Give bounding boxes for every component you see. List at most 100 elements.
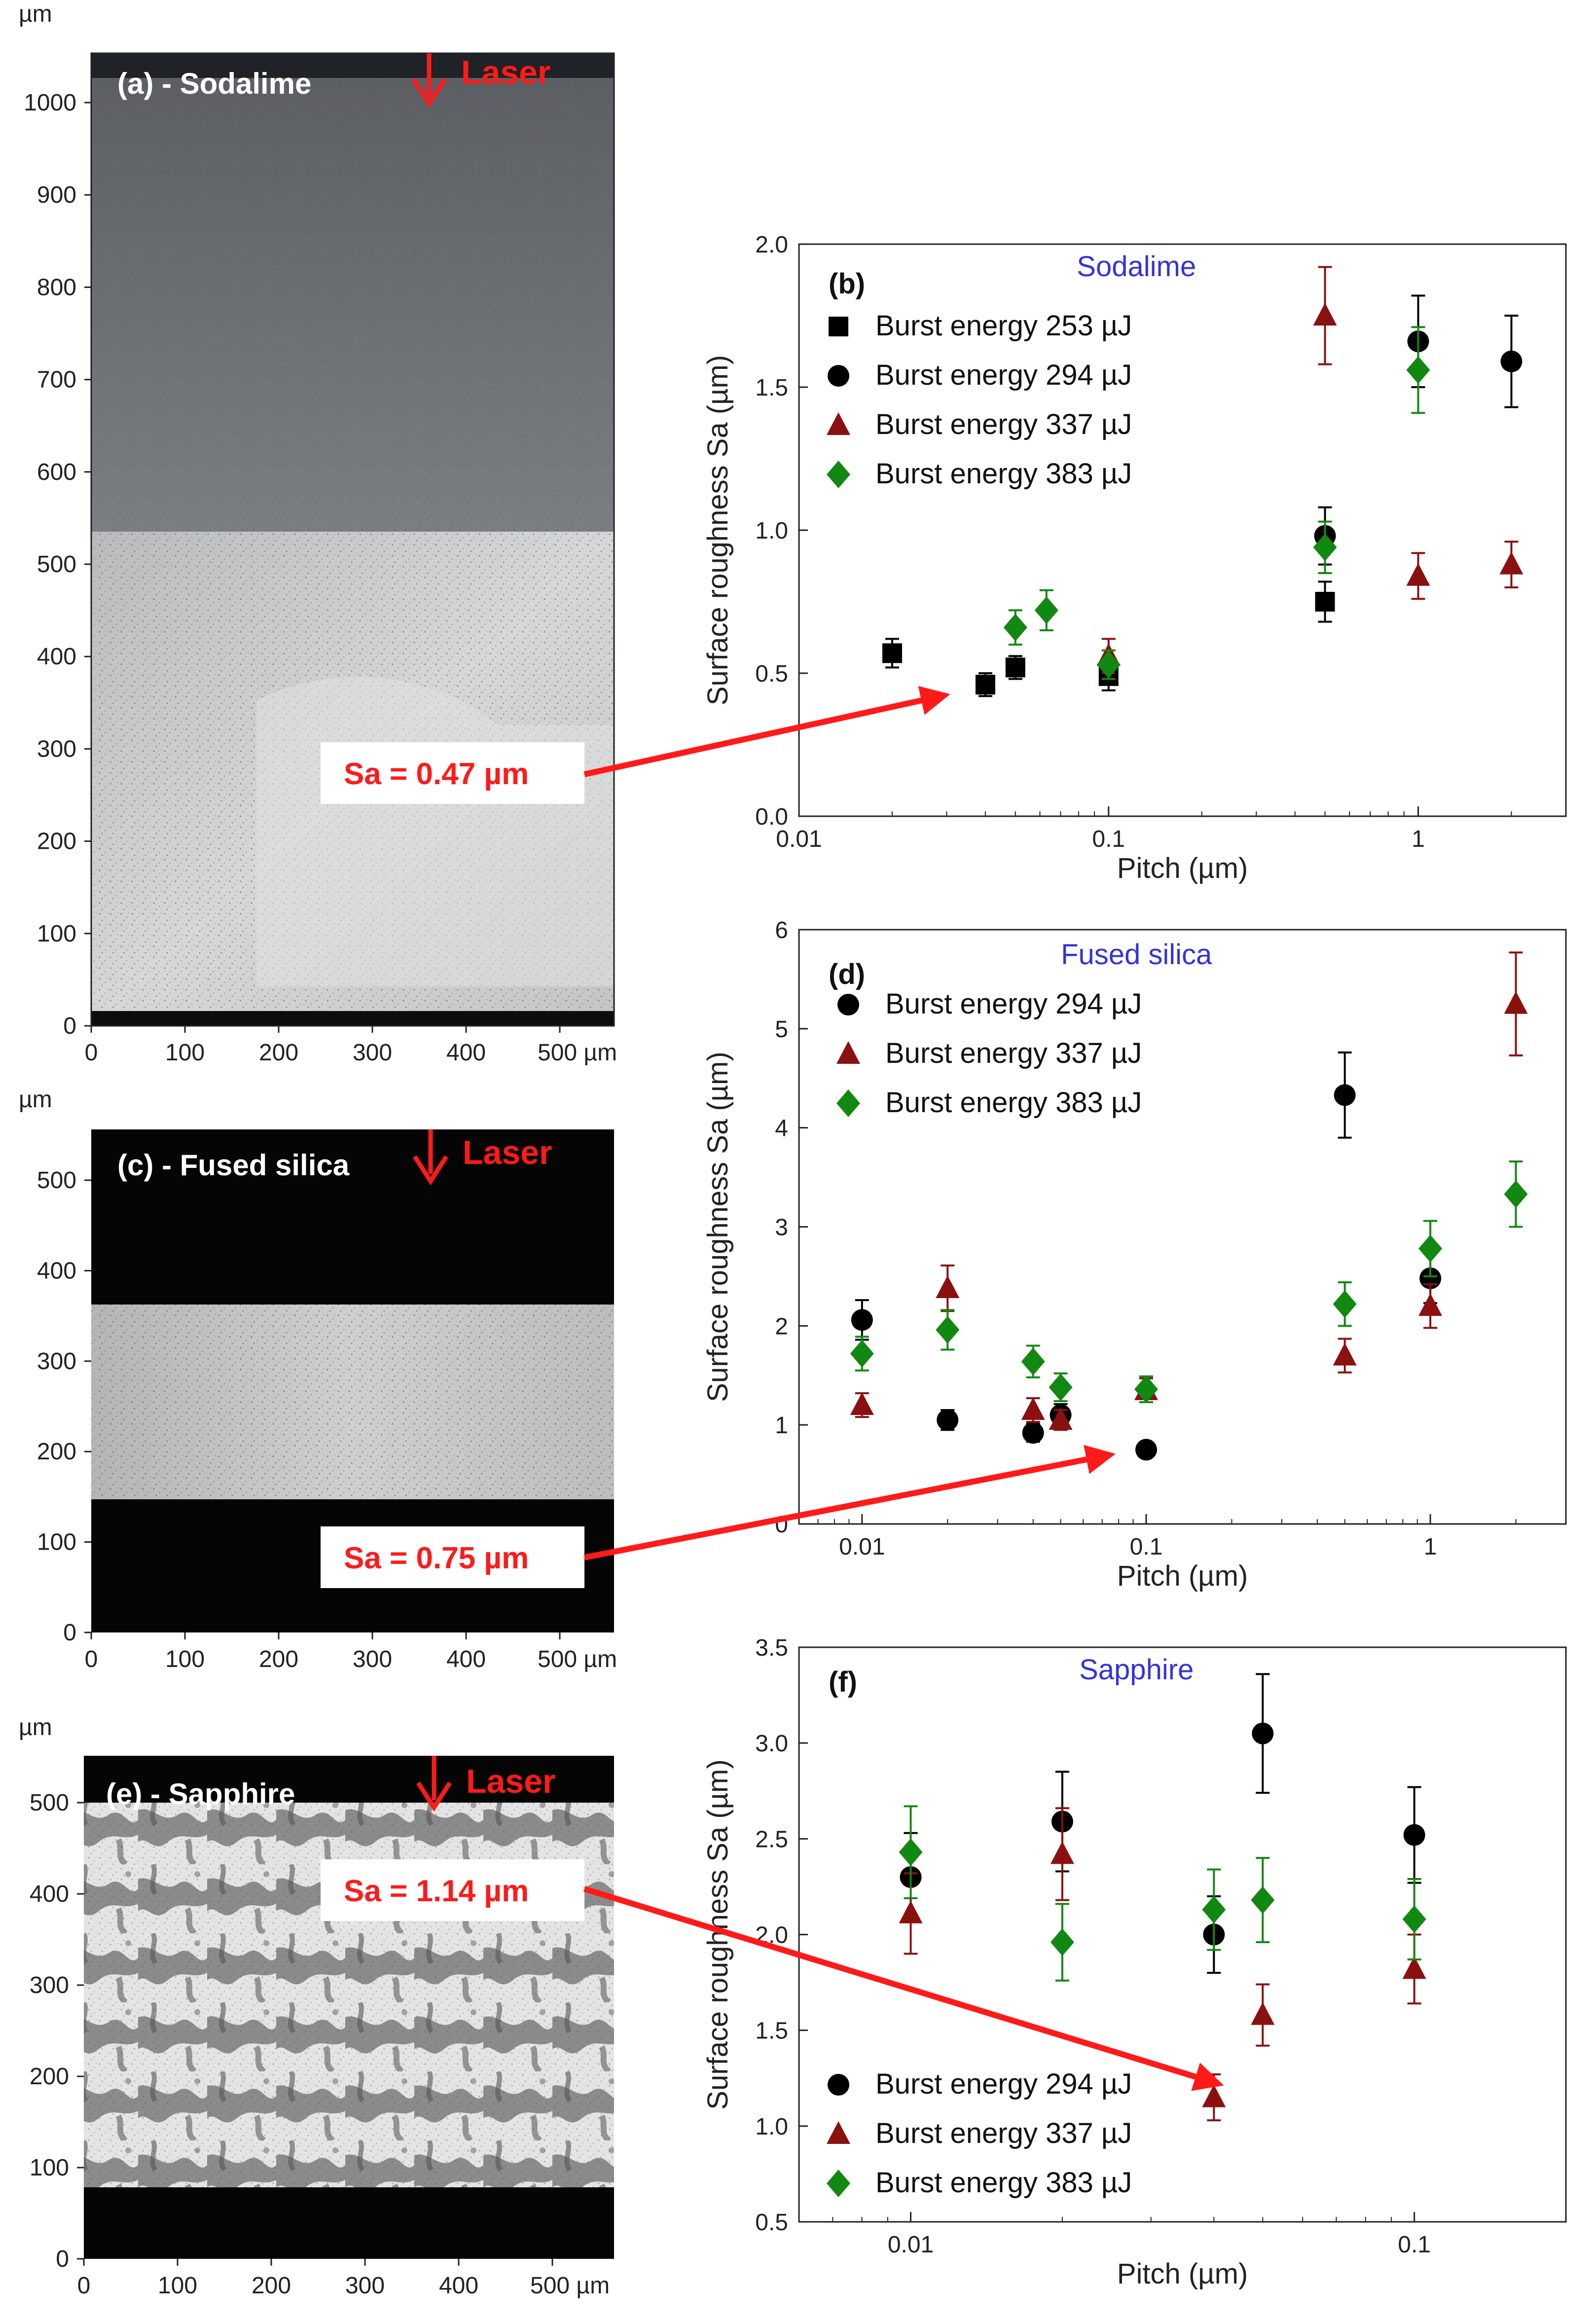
y-axis-label: Surface roughness Sa (µm): [702, 355, 734, 705]
y-tick-label: 900: [37, 182, 76, 208]
data-point: [1021, 1347, 1045, 1376]
data-point: [1252, 1722, 1274, 1744]
y-axis-label: Surface roughness Sa (µm): [702, 1051, 734, 1402]
y-tick-label: 3: [775, 1215, 788, 1241]
data-point: [1134, 1375, 1158, 1403]
y-tick-label: 100: [37, 921, 76, 947]
y-tick-label: 400: [30, 1881, 69, 1907]
micro-a-unit: µm: [19, 1, 52, 27]
micro-a-y-axis: 0 100 200 300 400 500 600 700 800 900 1000: [24, 90, 91, 1039]
legend-label: Burst energy 383 µJ: [875, 2167, 1132, 2199]
legend-label: Burst energy 337 µJ: [885, 1037, 1142, 1069]
micro-e-sa-label: Sa = 1.14 µm: [344, 1874, 529, 1908]
y-tick-label: 0.0: [755, 804, 788, 830]
y-tick-label: 1.0: [755, 518, 788, 544]
x-tick-label: 0.01: [839, 1534, 885, 1560]
data-point: [1050, 1841, 1074, 1864]
data-point: [936, 1316, 960, 1344]
data-point: [1418, 1293, 1443, 1316]
micro-c-x-axis: 0 100 200 300 400 500 µm: [85, 1632, 617, 1672]
data-point: [1003, 614, 1027, 642]
y-tick-label: 1000: [24, 90, 76, 116]
y-tick-label: 100: [30, 2155, 69, 2181]
micrograph-a: µm (a) - Sodalime Laser 0 100 200 300 400 500…: [19, 1, 617, 1066]
y-tick-label: 1.5: [755, 2018, 788, 2044]
data-point: [899, 1900, 923, 1923]
data-point: [1021, 1397, 1045, 1420]
x-axis-label: Pitch (µm): [1117, 852, 1248, 884]
x-tick-label: 500 µm: [538, 1646, 617, 1672]
micro-e-y-axis: 0 100 200 300 400 500: [30, 1790, 84, 2272]
micro-a-title: (a) - Sodalime: [117, 67, 311, 100]
y-tick-label: 0: [63, 1620, 76, 1646]
data-point: [1500, 350, 1523, 372]
data-point: [1406, 356, 1430, 384]
data-point: [975, 675, 995, 695]
data-point: [1251, 1886, 1275, 1914]
micro-a-laser-label: Laser: [461, 54, 550, 91]
legend-label: Burst energy 383 µJ: [875, 458, 1132, 490]
x-tick-label: 100: [165, 1040, 205, 1066]
x-tick-label: 100: [158, 2273, 197, 2299]
y-tick-label: 300: [30, 1972, 69, 1998]
micro-e-x-axis: 0 100 200 300 400 500 µm: [77, 2259, 610, 2299]
data-point: [1049, 1407, 1073, 1430]
x-tick-label: 0: [77, 2273, 91, 2299]
data-point: [1202, 2084, 1226, 2107]
y-tick-label: 500: [37, 551, 76, 578]
x-tick-label: 0: [85, 1646, 98, 1672]
x-tick-label: 300: [353, 1646, 392, 1672]
y-tick-label: 600: [37, 459, 76, 485]
data-point: [1049, 1373, 1073, 1401]
legend-label: Burst energy 337 µJ: [875, 408, 1132, 440]
data-point: [1333, 1342, 1357, 1366]
y-tick-label: 300: [37, 736, 76, 762]
y-tick-label: 500: [37, 1167, 76, 1194]
data-point: [850, 1340, 874, 1368]
data-point: [850, 1392, 874, 1415]
data-point: [1504, 991, 1528, 1014]
x-tick-label: 200: [259, 1040, 298, 1066]
y-tick-label: 400: [37, 644, 76, 670]
micro-c-unit: µm: [19, 1087, 52, 1113]
y-tick-label: 0: [63, 1013, 76, 1039]
y-tick-label: 0.5: [755, 661, 788, 687]
legend-label: Burst energy 294 µJ: [875, 359, 1132, 391]
callout-arrow-a-to-b: [583, 686, 950, 777]
micro-c-y-axis: 0 100 200 300 400 500: [37, 1167, 91, 1646]
y-tick-label: 2.0: [755, 232, 788, 258]
data-point: [851, 1309, 873, 1331]
y-tick-label: 200: [37, 829, 76, 855]
micro-e-unit: µm: [19, 1714, 52, 1740]
y-tick-label: 3.0: [755, 1731, 788, 1757]
x-tick-label: 0.1: [1130, 1534, 1163, 1560]
data-point: [1313, 533, 1337, 561]
y-tick-label: 500: [30, 1790, 69, 1816]
legend-marker: [828, 2074, 849, 2096]
data-point: [1005, 657, 1025, 678]
sa-callout-box: [321, 1859, 584, 1921]
y-tick-label: 0.5: [755, 2210, 788, 2236]
y-tick-label: 2: [775, 1313, 788, 1340]
micro-a-top-edge: [91, 53, 614, 78]
y-tick-label: 1.0: [755, 2114, 788, 2140]
micro-e-title: (e) - Sapphire: [106, 1777, 295, 1811]
legend-marker: [829, 317, 848, 336]
laser-arrow-icon: [416, 1756, 452, 1812]
data-point: [1418, 1234, 1443, 1263]
micro-a-sa-label: Sa = 0.47 µm: [344, 757, 529, 791]
legend-label: Burst energy 383 µJ: [885, 1087, 1142, 1119]
legend-marker: [837, 994, 859, 1015]
data-point: [1313, 303, 1337, 326]
data-point: [1251, 2002, 1275, 2025]
data-point: [1050, 1928, 1074, 1957]
legend-marker: [828, 365, 849, 387]
x-tick-label: 400: [446, 1646, 486, 1672]
chart-title: Sapphire: [1079, 1654, 1194, 1686]
data-point: [1403, 1824, 1425, 1846]
micro-e-laser-label: Laser: [466, 1763, 555, 1800]
laser-arrow-icon: [411, 53, 447, 108]
micrograph-c: µm (c) - Fused silica Laser 0 100 200 300 40…: [19, 1087, 617, 1672]
